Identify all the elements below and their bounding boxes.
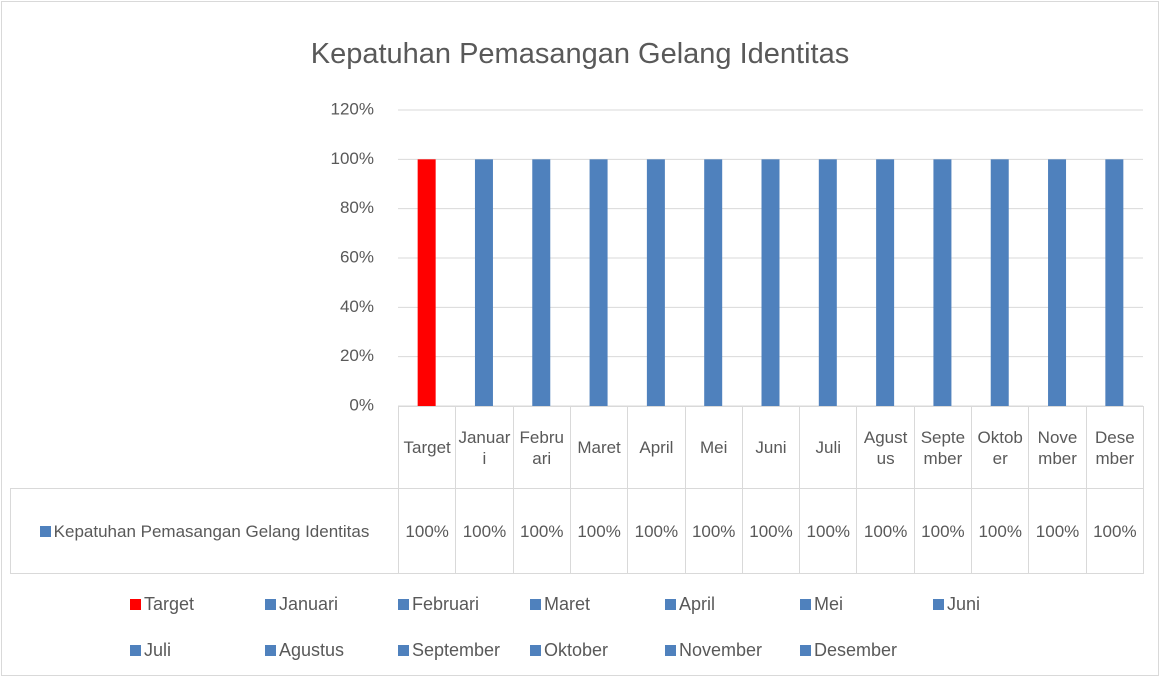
legend-swatch xyxy=(530,598,541,610)
legend-swatch xyxy=(398,644,409,656)
legend-label: Juli xyxy=(144,639,172,660)
data-table-value: 100% xyxy=(741,488,801,574)
x-tick-label: Februari xyxy=(512,406,571,489)
legend-item: Januari xyxy=(265,593,338,615)
x-tick-label: Target xyxy=(398,406,457,489)
legend-swatch xyxy=(800,598,811,610)
bar xyxy=(990,159,1009,406)
x-tick-label: Desember xyxy=(1085,406,1144,489)
legend-label: November xyxy=(679,639,763,660)
x-tick-label: Mei xyxy=(684,406,743,489)
x-tick-label: Juli xyxy=(799,406,858,489)
x-tick-label: Januari xyxy=(455,406,514,489)
legend-item: September xyxy=(398,639,500,661)
legend-label: Maret xyxy=(544,593,591,614)
legend-label: Januari xyxy=(279,593,339,614)
bar xyxy=(1105,159,1124,406)
legend-item: November xyxy=(665,639,762,661)
legend-swatch xyxy=(665,598,676,610)
x-tick-label: Oktober xyxy=(971,406,1030,489)
legend-swatch xyxy=(530,644,541,656)
legend-swatch xyxy=(398,598,409,610)
bar xyxy=(876,159,895,406)
data-table-value: 100% xyxy=(1028,488,1087,574)
data-table-value: 100% xyxy=(569,488,629,574)
legend-label: September xyxy=(412,639,501,660)
legend-label: Oktober xyxy=(544,639,609,660)
legend-item: Juli xyxy=(130,639,171,661)
legend-swatch xyxy=(130,598,141,610)
bar xyxy=(761,159,780,406)
bar xyxy=(818,159,837,406)
legend-label: Agustus xyxy=(279,639,345,660)
data-table-value: 100% xyxy=(455,488,514,574)
y-tick-label: 40% xyxy=(340,297,374,316)
legend-label: Target xyxy=(144,593,195,614)
x-tick-label: Juni xyxy=(741,406,801,489)
legend-label: Juni xyxy=(947,593,981,614)
y-tick-label: 80% xyxy=(340,198,374,217)
legend-label: Desember xyxy=(814,639,898,660)
y-tick-label: 100% xyxy=(331,149,374,168)
series-name: Kepatuhan Pemasangan Gelang Identitas xyxy=(53,521,370,541)
legend-item: Oktober xyxy=(530,639,608,661)
y-tick-label: 0% xyxy=(349,395,374,414)
y-tick-label: 60% xyxy=(340,247,374,266)
data-table-value: 100% xyxy=(512,488,571,574)
x-tick-label: Maret xyxy=(569,406,629,489)
chart-title: Kepatuhan Pemasangan Gelang Identitas xyxy=(310,38,850,70)
bar xyxy=(1048,159,1067,406)
bar xyxy=(646,159,665,406)
legend-item: April xyxy=(665,593,715,615)
data-table-value: 100% xyxy=(799,488,858,574)
data-table-series: Kepatuhan Pemasangan Gelang Identitas xyxy=(10,488,399,574)
legend-swatch xyxy=(130,644,141,656)
legend-swatch xyxy=(265,644,276,656)
bar xyxy=(704,159,723,406)
data-table-value: 100% xyxy=(398,488,457,574)
x-tick-label: April xyxy=(627,406,686,489)
legend-label: Mei xyxy=(814,593,844,614)
legend-swatch xyxy=(39,525,51,537)
legend-item: Agustus xyxy=(265,639,344,661)
legend-swatch xyxy=(665,644,676,656)
y-tick-label: 20% xyxy=(340,346,374,365)
bar xyxy=(532,159,551,406)
data-table-value: 100% xyxy=(913,488,973,574)
legend-item: Desember xyxy=(800,639,897,661)
legend-swatch xyxy=(800,644,811,656)
legend-item: Juni xyxy=(933,593,980,615)
legend-item: Februari xyxy=(398,593,479,615)
y-tick-label: 120% xyxy=(331,99,374,118)
legend-item: Target xyxy=(130,593,194,615)
bar xyxy=(589,159,608,406)
bar xyxy=(474,159,493,406)
x-tick-label: Agustus xyxy=(856,406,915,489)
bar xyxy=(417,159,436,406)
data-table-value: 100% xyxy=(971,488,1030,574)
legend-swatch xyxy=(933,598,944,610)
data-table-value: 100% xyxy=(627,488,686,574)
x-tick-label: September xyxy=(913,406,973,489)
data-table-value: 100% xyxy=(1085,488,1144,574)
legend-item: Maret xyxy=(530,593,590,615)
bar xyxy=(933,159,952,406)
data-table-value: 100% xyxy=(856,488,915,574)
data-table-value: 100% xyxy=(684,488,743,574)
legend-swatch xyxy=(265,598,276,610)
legend-label: April xyxy=(679,593,716,614)
legend-label: Februari xyxy=(412,593,480,614)
legend-item: Mei xyxy=(800,593,843,615)
x-tick-label: November xyxy=(1028,406,1087,489)
